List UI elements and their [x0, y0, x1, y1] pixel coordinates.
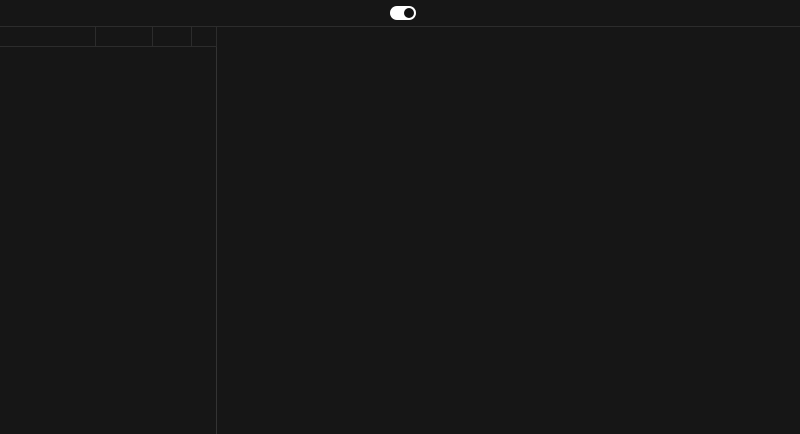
column-header-duration[interactable]	[153, 27, 192, 47]
toggle-knob	[404, 8, 414, 18]
dependency-links	[217, 27, 800, 434]
add-task-header-button[interactable]	[192, 27, 217, 47]
column-header-start-time[interactable]	[96, 27, 153, 47]
theme-toggle[interactable]	[390, 6, 416, 20]
column-header-task-name[interactable]	[0, 27, 96, 47]
gantt-chart	[0, 26, 800, 434]
task-grid	[0, 27, 217, 434]
timeline	[217, 27, 800, 434]
theme-switcher	[0, 0, 800, 26]
